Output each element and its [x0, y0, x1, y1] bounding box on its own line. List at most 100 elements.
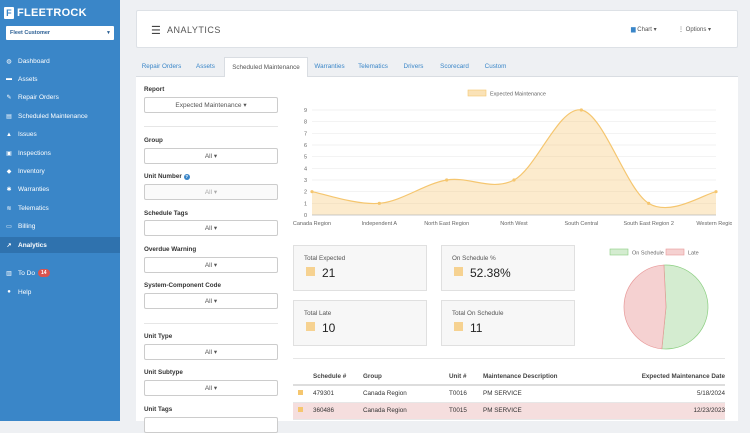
data-point	[310, 190, 314, 194]
y-tick-label: 6	[304, 143, 307, 149]
tab-scheduled-maintenance[interactable]: Scheduled Maintenance	[224, 57, 308, 78]
info-icon[interactable]: ?	[183, 174, 190, 180]
sidebar-item-assets[interactable]: ▬ Assets	[0, 71, 120, 87]
total-late-label: Total Late	[304, 310, 332, 317]
unit-tags-select[interactable]	[144, 417, 278, 433]
column-header[interactable]: Group	[363, 369, 449, 386]
sidebar-item-label: Repair Orders	[18, 94, 59, 102]
total-on-schedule-card: Total On Schedule 11	[441, 300, 575, 346]
vertical-dots-icon: ⋮	[678, 27, 686, 33]
group-cell: Canada Region	[363, 402, 449, 420]
unit-number-label-text: Unit Number	[144, 173, 182, 180]
tab-repair-orders[interactable]: Repair Orders	[141, 63, 182, 70]
legend-swatch	[467, 89, 487, 97]
options-button[interactable]: ⋮ Options ▾	[678, 26, 711, 33]
column-header[interactable]: Unit #	[449, 369, 483, 386]
on-schedule-pct-value: 52.38%	[470, 266, 511, 280]
sidebar-item-scheduled-maintenance[interactable]: ▤ Scheduled Maintenance	[0, 108, 120, 124]
x-tick-label: North East Region	[424, 221, 469, 227]
unit-subtype-select[interactable]: All ▾	[144, 380, 278, 396]
unit-cell: T0015	[449, 402, 483, 420]
wifi-icon: ≋	[6, 205, 12, 212]
sidebar-item-billing[interactable]: ▭ Billing	[0, 219, 120, 235]
overdue-warning-label: Overdue Warning	[144, 246, 197, 253]
schedule-cell: 360486	[293, 402, 363, 420]
table-row[interactable]: 479301 Canada Region T0016 PM SERVICE 5/18/2…	[293, 385, 725, 403]
sidebar-item-to-do[interactable]: ▥ To Do 14	[0, 265, 120, 281]
total-expected-label: Total Expected	[304, 255, 346, 262]
tab-drivers[interactable]: Drivers	[403, 63, 424, 70]
pie-slice-on-schedule	[661, 264, 709, 350]
help-icon: ●	[7, 289, 11, 295]
chart-button[interactable]: ▆ Chart ▾	[631, 26, 657, 33]
on-schedule-pct-card: On Schedule % 52.38%	[441, 245, 575, 291]
legend-label: Expected Maintenance	[490, 92, 546, 98]
menu-icon[interactable]: ☰	[151, 25, 161, 37]
square-icon	[454, 267, 463, 276]
column-header[interactable]: Schedule #	[293, 369, 363, 386]
x-tick-label: Independent A	[362, 221, 398, 227]
area-fill	[312, 109, 716, 215]
bar-chart-icon: ▆	[631, 27, 638, 33]
customer-select[interactable]: Fleet Customer ▼	[6, 26, 114, 40]
data-point	[445, 178, 449, 182]
sidebar-item-warranties[interactable]: ✱ Warranties	[0, 182, 120, 198]
sidebar-item-label: Inspections	[18, 149, 51, 157]
sidebar-item-label: Assets	[18, 75, 38, 83]
total-on-schedule-value: 11	[470, 321, 483, 335]
table-row[interactable]: 360486 Canada Region T0015 PM SERVICE 12/23/…	[293, 402, 725, 420]
legend-swatch	[665, 248, 685, 256]
sidebar-item-label: Help	[18, 288, 32, 296]
square-icon	[298, 407, 303, 412]
tab-custom[interactable]: Custom	[484, 63, 507, 70]
schedule-tags-select[interactable]: All ▾	[144, 220, 278, 236]
group-cell: Canada Region	[363, 385, 449, 403]
schedule-number: 360486	[313, 407, 335, 414]
system-component-code-select[interactable]: All ▾	[144, 293, 278, 309]
tab-assets[interactable]: Assets	[196, 63, 215, 70]
sidebar-item-label: Scheduled Maintenance	[18, 112, 88, 120]
unit-cell: T0016	[449, 385, 483, 403]
total-expected-value: 21	[322, 266, 336, 280]
sidebar-item-telematics[interactable]: ≋ Telematics	[0, 200, 120, 216]
sidebar-item-inspections[interactable]: ▣ Inspections	[0, 145, 120, 161]
overdue-warning-select[interactable]: All ▾	[144, 257, 278, 273]
schedule-number: 479301	[313, 390, 335, 398]
customer-select-value: Fleet Customer	[10, 30, 51, 36]
date-cell: 12/23/2023	[613, 402, 725, 420]
chart-button-label: Chart ▾	[637, 27, 657, 33]
sidebar-item-help[interactable]: ● Help	[0, 284, 120, 300]
total-expected-card: Total Expected 21	[293, 245, 427, 291]
data-point	[579, 108, 583, 112]
column-header[interactable]: Maintenance Description	[483, 369, 613, 386]
sidebar-item-label: Billing	[18, 223, 36, 231]
tab-scorecard[interactable]: Scorecard	[440, 63, 469, 70]
page-header: ☰ ANALYTICS ▆ Chart ▾ ⋮ Options ▾	[136, 10, 738, 48]
square-icon	[454, 322, 463, 331]
legend-label: Late	[688, 251, 699, 257]
sidebar-item-inventory[interactable]: ◆ Inventory	[0, 163, 120, 179]
column-header[interactable]: Expected Maintenance Date	[613, 369, 725, 386]
brand-logo[interactable]: F FLEETROCK	[0, 0, 120, 26]
data-point	[647, 201, 651, 205]
y-tick-label: 7	[304, 131, 307, 137]
sidebar: F FLEETROCK Fleet Customer ▼ ◍ Dashboard ▬…	[0, 0, 120, 421]
logo-icon: F	[4, 7, 14, 19]
total-late-card: Total Late 10	[293, 300, 427, 346]
schedule-tags-label: Schedule Tags	[144, 210, 188, 217]
tab-telematics[interactable]: Telematics	[358, 63, 388, 70]
sidebar-item-analytics[interactable]: ↗ Analytics	[0, 237, 120, 253]
total-late-value: 10	[322, 321, 336, 335]
truck-icon: ▬	[6, 76, 12, 83]
unit-type-select[interactable]: All ▾	[144, 344, 278, 360]
square-icon	[306, 322, 315, 331]
sidebar-item-issues[interactable]: ▲ Issues	[0, 127, 120, 143]
sidebar-item-dashboard[interactable]: ◍ Dashboard	[0, 53, 120, 69]
report-select[interactable]: Expected Maintenance ▾	[144, 97, 278, 113]
sidebar-item-repair-orders[interactable]: ✎ Repair Orders	[0, 90, 120, 106]
sidebar-item-label: Analytics	[18, 241, 47, 249]
group-select[interactable]: All ▾	[144, 148, 278, 164]
unit-number-select[interactable]: All ▾	[144, 184, 278, 200]
x-tick-label: South Central	[565, 221, 599, 227]
tab-warranties[interactable]: Warranties	[314, 63, 345, 70]
